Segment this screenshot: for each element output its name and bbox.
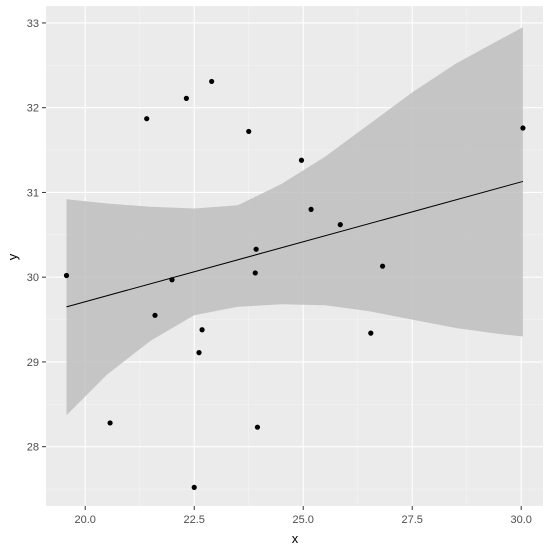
- data-point: [254, 424, 261, 430]
- data-point: [169, 277, 175, 283]
- data-point: [253, 246, 259, 252]
- data-point: [107, 420, 113, 426]
- data-point: [191, 484, 197, 490]
- data-point: [196, 350, 202, 356]
- y-tick-label: 30: [27, 272, 39, 284]
- confidence-band-area: [66, 27, 523, 416]
- x-tick-label: 22.5: [184, 514, 205, 526]
- data-point: [252, 270, 258, 276]
- axis-ticks: 20.0 22.5 25.0 27.5 30.0 28 29 30 31 32 33: [27, 18, 532, 526]
- fit-line-group: [66, 180, 524, 308]
- data-point: [337, 222, 343, 228]
- data-point: [144, 116, 150, 122]
- confidence-band: [66, 27, 523, 416]
- x-tick-label: 25.0: [293, 514, 314, 526]
- y-tick-label: 31: [27, 187, 39, 199]
- data-point: [520, 125, 526, 131]
- y-tick-label: 29: [27, 357, 39, 369]
- x-tick-label: 27.5: [401, 514, 422, 526]
- data-point: [63, 272, 70, 279]
- y-tick-label: 32: [27, 103, 39, 115]
- x-tick-label: 30.0: [510, 514, 531, 526]
- data-point: [183, 95, 189, 101]
- data-point: [246, 128, 252, 135]
- data-point: [199, 327, 205, 333]
- data-point: [368, 330, 374, 336]
- y-axis-title: y: [5, 253, 20, 260]
- fit-line: [66, 180, 524, 308]
- y-tick-label: 28: [27, 442, 39, 454]
- points-group: [63, 78, 526, 490]
- data-point: [152, 312, 158, 318]
- x-axis-title: x: [292, 531, 299, 546]
- data-point: [209, 78, 215, 85]
- data-point: [379, 263, 386, 269]
- y-tick-label: 33: [27, 18, 39, 30]
- data-point: [308, 206, 314, 212]
- x-tick-label: 20.0: [75, 514, 96, 526]
- data-point: [298, 157, 305, 163]
